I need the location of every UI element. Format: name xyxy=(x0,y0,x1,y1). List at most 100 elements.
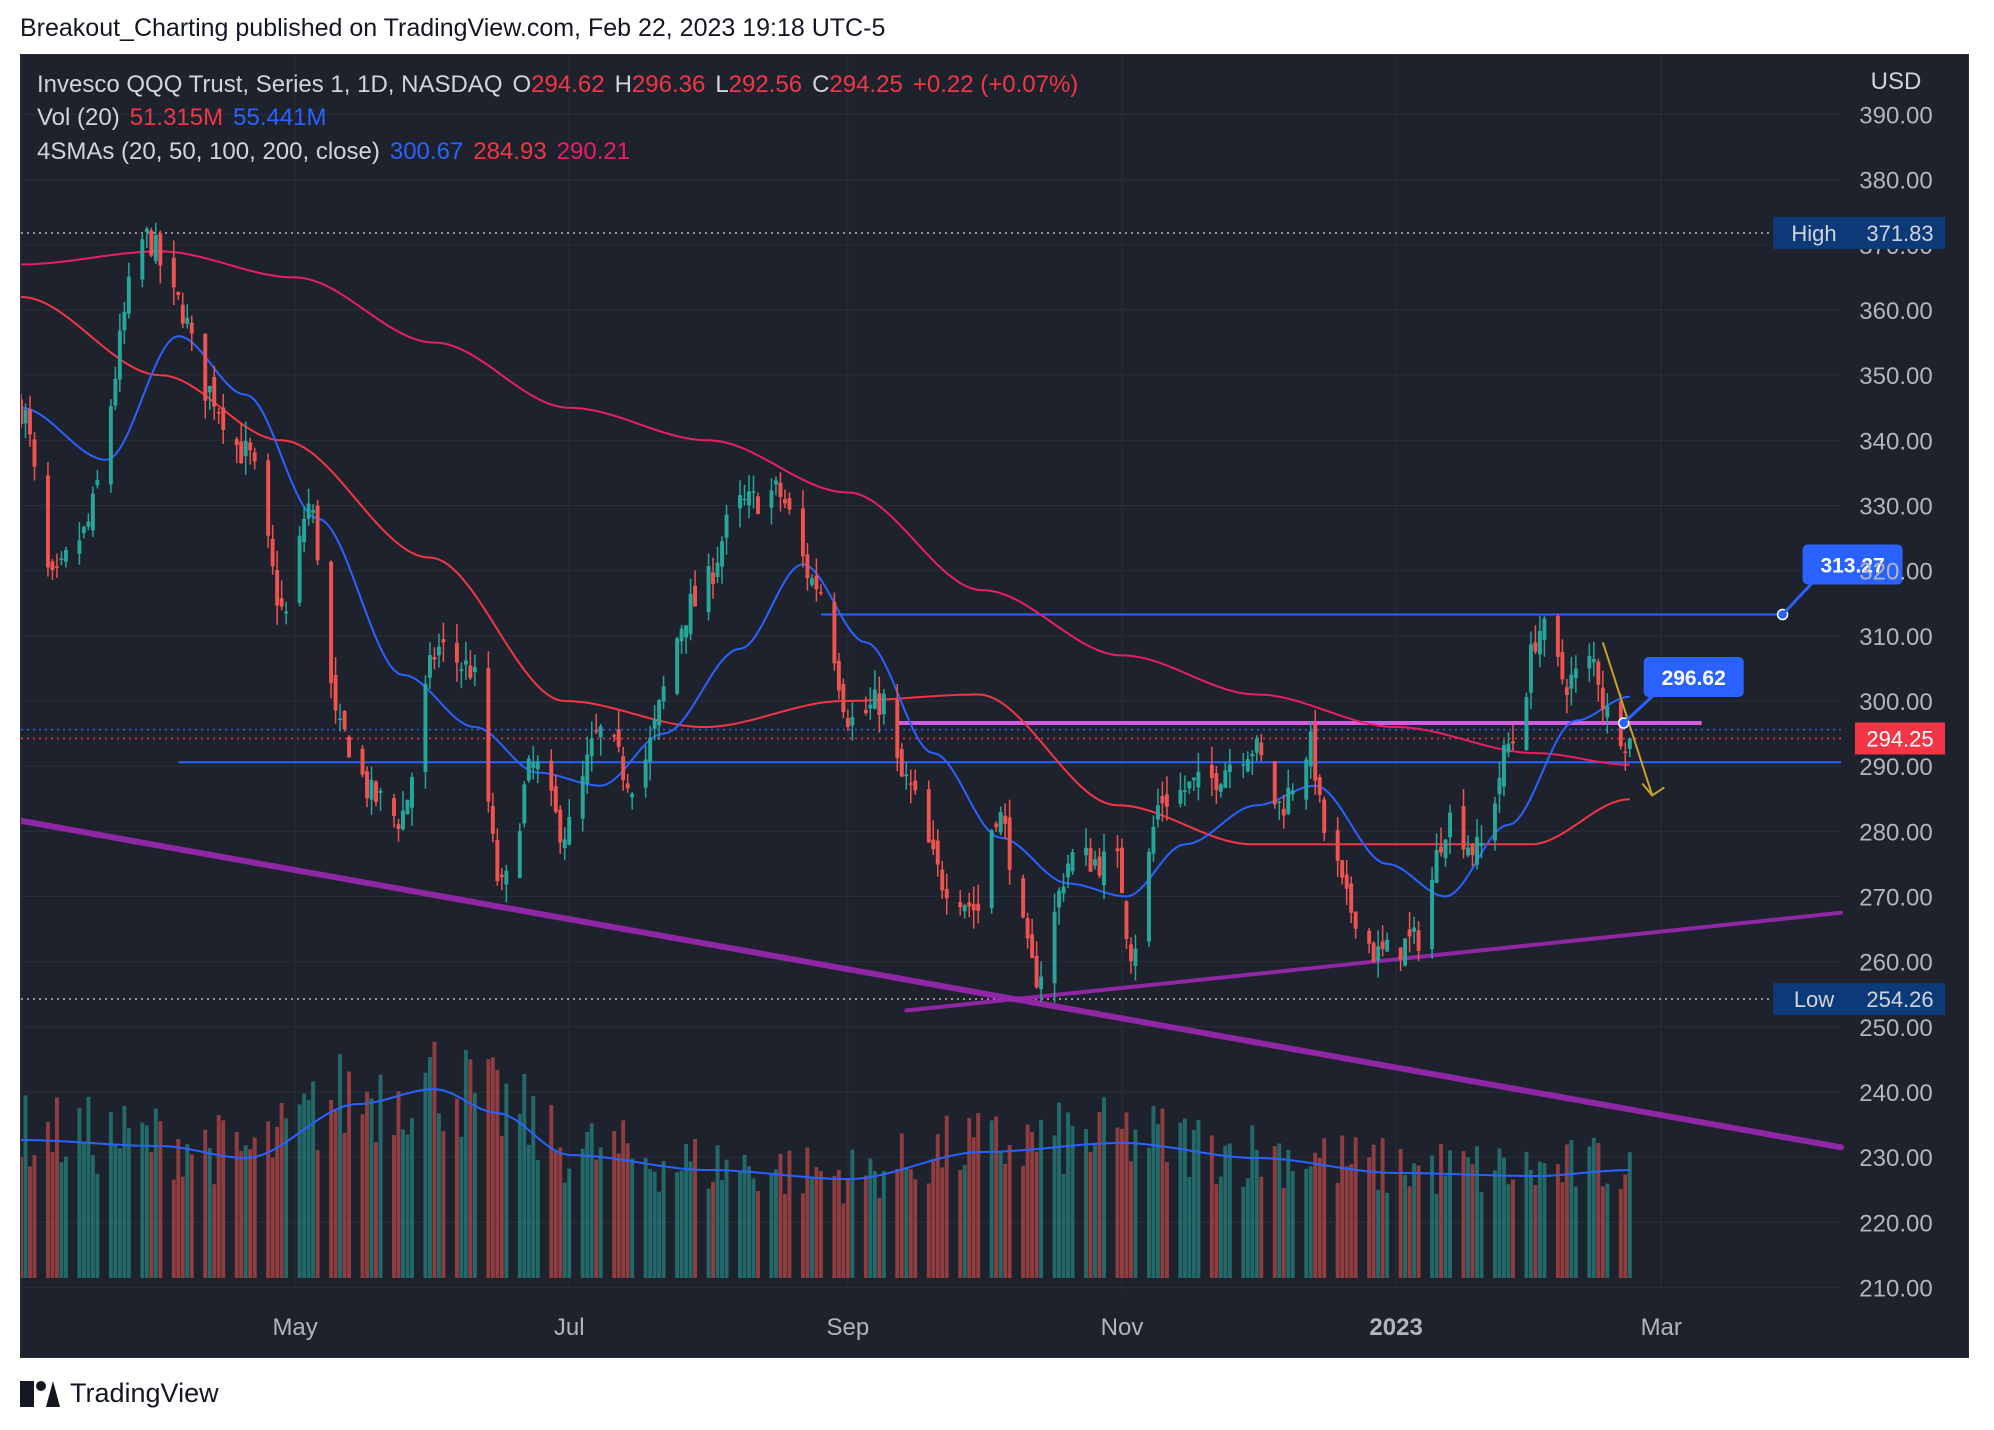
volume-bar xyxy=(774,1169,778,1278)
low-tag-label: Low xyxy=(1794,987,1834,1012)
volume-bar xyxy=(688,1161,693,1278)
chart-panel[interactable]: 313.27 296.62 210.00 220.00 230.00 240.00 250… xyxy=(20,54,1969,1358)
volume-bar xyxy=(1120,1128,1124,1278)
volume-bar xyxy=(657,1191,662,1278)
candle-body xyxy=(657,700,662,726)
y-tick-label: 360.00 xyxy=(1859,298,1932,325)
volume-bar xyxy=(279,1102,284,1278)
candle-body xyxy=(598,726,603,738)
volume-bar xyxy=(1187,1177,1192,1278)
volume-bar xyxy=(558,1147,563,1278)
volume-bar xyxy=(1398,1148,1403,1278)
volume-bar xyxy=(1623,1174,1628,1278)
candle-body xyxy=(531,762,536,768)
candle-body xyxy=(1214,773,1219,791)
volume-bar xyxy=(1209,1135,1214,1278)
legend-high: 296.36 xyxy=(631,71,706,98)
candle-body xyxy=(944,889,949,899)
y-tick-label: 330.00 xyxy=(1859,494,1932,521)
volume-bar xyxy=(266,1121,271,1278)
volume-bar xyxy=(126,1128,131,1278)
volume-bar xyxy=(1021,1165,1026,1278)
candle-body xyxy=(221,407,226,430)
candle-body xyxy=(1439,846,1443,853)
candle-body xyxy=(463,660,468,665)
volume-bar xyxy=(971,1137,976,1278)
candle-body xyxy=(374,781,378,803)
candle-body xyxy=(1448,812,1452,838)
y-tick-label: 250.00 xyxy=(1859,1015,1932,1042)
candle-body xyxy=(706,566,711,613)
legend-vol-label[interactable]: Vol (20) xyxy=(37,104,120,131)
candle-body xyxy=(1605,706,1610,718)
legend-sma200: 290.21 xyxy=(556,138,631,165)
candle-body xyxy=(1349,883,1354,913)
x-tick-label: Jul xyxy=(554,1314,585,1341)
candle-body xyxy=(1353,911,1358,929)
volume-bar xyxy=(517,1113,522,1278)
volume-bar xyxy=(86,1096,91,1278)
volume-bar xyxy=(1093,1143,1097,1278)
volume-bar xyxy=(594,1159,599,1278)
candle-body xyxy=(1084,847,1088,856)
legend-symbol[interactable]: Invesco QQQ Trust, Series 1, 1D, NASDAQ xyxy=(37,71,503,98)
candle-body xyxy=(1569,674,1574,689)
volume-bar xyxy=(1618,1188,1623,1278)
candle-body xyxy=(778,482,783,497)
candle-body xyxy=(756,496,760,514)
volume-bar xyxy=(814,1167,819,1278)
volume-bar xyxy=(275,1126,280,1278)
candle-body xyxy=(1380,941,1385,950)
candle-body xyxy=(216,412,221,414)
volume-bar xyxy=(55,1097,59,1278)
candle-body xyxy=(1497,777,1502,795)
legend-sma-label[interactable]: 4SMAs (20, 50, 100, 200, close) xyxy=(37,138,380,165)
candle-body xyxy=(1308,731,1313,767)
volume-bar xyxy=(46,1121,50,1278)
volume-bar xyxy=(1506,1184,1511,1278)
volume-bar xyxy=(338,1054,343,1278)
candle-body xyxy=(472,667,477,673)
candle-body xyxy=(589,738,594,757)
candle-body xyxy=(55,566,59,568)
candle-body xyxy=(616,729,621,747)
candle-body xyxy=(1290,790,1295,795)
volume-bar xyxy=(675,1172,680,1278)
candle-body xyxy=(1057,890,1062,908)
volume-bar xyxy=(1155,1124,1160,1278)
volume-bar xyxy=(684,1143,689,1278)
candle-body xyxy=(1061,886,1066,894)
candle-body xyxy=(1479,842,1484,847)
candle-body xyxy=(962,905,967,912)
volume-bar xyxy=(1102,1097,1106,1278)
high-tag xyxy=(1773,216,1855,249)
candle-body xyxy=(1506,743,1511,753)
candle-body xyxy=(1502,745,1506,787)
volume-bar xyxy=(1493,1170,1497,1278)
candle-body xyxy=(396,824,401,830)
candle-body xyxy=(50,561,55,570)
volume-bar xyxy=(207,1147,212,1278)
candle-body xyxy=(1052,911,1057,984)
projection-arrow-head xyxy=(1641,782,1665,797)
volume-bar xyxy=(899,1133,904,1278)
candle-body xyxy=(1412,927,1417,932)
candle-body xyxy=(1461,806,1466,850)
volume-bar xyxy=(185,1144,190,1278)
volume-bar xyxy=(117,1148,122,1278)
candle-body xyxy=(1133,948,1138,966)
volume-bar xyxy=(711,1181,715,1278)
candle-body xyxy=(1533,642,1538,652)
grid xyxy=(21,55,1841,1290)
volume-bar xyxy=(248,1149,253,1278)
volume-bar xyxy=(1380,1137,1385,1278)
candle-body xyxy=(284,611,289,614)
volume-bar xyxy=(311,1081,316,1278)
volume-bar xyxy=(144,1125,149,1278)
price-chart[interactable]: 313.27 296.62 210.00 220.00 230.00 240.00 250… xyxy=(21,55,1969,1358)
volume-bar xyxy=(724,1159,729,1278)
callout-connector xyxy=(1622,693,1655,725)
volume-bar xyxy=(612,1131,617,1278)
candle-body xyxy=(1025,918,1030,939)
legend-close: 294.25 xyxy=(829,71,903,98)
